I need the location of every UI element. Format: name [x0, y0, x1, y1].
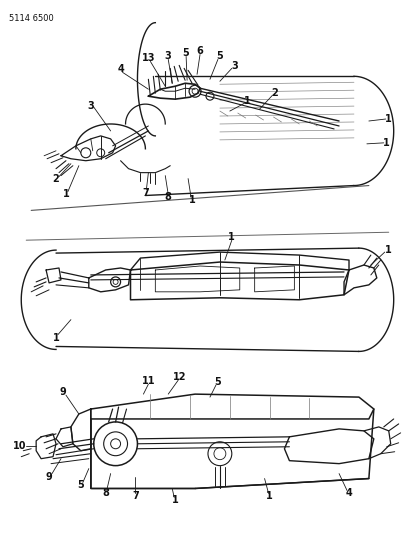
Text: 1: 1 [244, 96, 251, 106]
Text: 1: 1 [386, 245, 392, 255]
Text: 1: 1 [266, 491, 273, 502]
Text: 1: 1 [53, 333, 60, 343]
Text: 1: 1 [189, 196, 195, 205]
Text: 3: 3 [87, 101, 94, 111]
Text: 4: 4 [346, 488, 353, 498]
Text: 9: 9 [60, 387, 67, 397]
Text: 8: 8 [165, 192, 172, 203]
Text: 5: 5 [182, 49, 188, 59]
Text: 9: 9 [46, 472, 53, 481]
Text: 8: 8 [102, 488, 109, 498]
Text: 5: 5 [217, 52, 223, 61]
Text: 4: 4 [117, 64, 124, 74]
Text: 7: 7 [132, 491, 139, 502]
Text: 1: 1 [172, 495, 179, 505]
Text: 5114 6500: 5114 6500 [9, 14, 54, 23]
Text: 1: 1 [228, 232, 235, 242]
Text: 7: 7 [142, 188, 149, 198]
Text: 11: 11 [142, 376, 155, 386]
Text: 5: 5 [78, 480, 84, 490]
Text: 1: 1 [386, 114, 392, 124]
Text: 1: 1 [384, 138, 390, 148]
Text: 2: 2 [53, 174, 60, 183]
Text: 5: 5 [215, 377, 221, 387]
Text: 3: 3 [164, 52, 171, 61]
Text: 2: 2 [271, 88, 278, 98]
Text: 12: 12 [173, 372, 187, 382]
Text: 1: 1 [62, 189, 69, 198]
Text: 6: 6 [197, 46, 204, 56]
Text: 3: 3 [231, 61, 238, 71]
Text: 10: 10 [13, 441, 26, 451]
Text: 13: 13 [142, 53, 155, 63]
